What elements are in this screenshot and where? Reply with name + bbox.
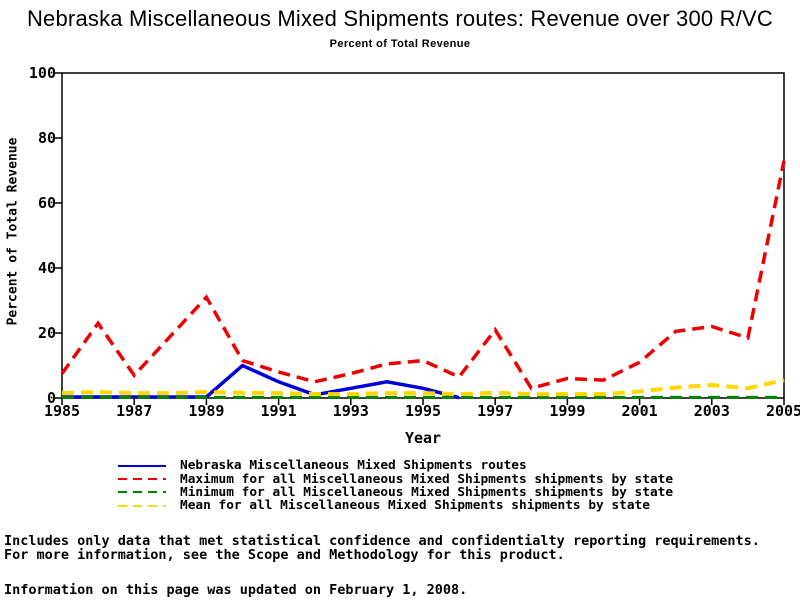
y-axis-tick-label: 60 xyxy=(37,194,56,212)
x-axis-tick-label: 1993 xyxy=(332,402,369,420)
page-title: Nebraska Miscellaneous Mixed Shipments r… xyxy=(26,6,774,31)
legend-swatch-nebraska-line xyxy=(118,464,166,467)
y-axis-tick-label: 20 xyxy=(37,324,56,342)
x-axis-tick-label: 1987 xyxy=(116,402,153,420)
y-axis-tick-label: 40 xyxy=(37,259,56,277)
legend-item-minimum: Minimum for all Miscellaneous Mixed Ship… xyxy=(118,486,673,499)
legend-item-maximum: Maximum for all Miscellaneous Mixed Ship… xyxy=(118,471,674,487)
footnote-block: Includes only data that met statistical … xyxy=(4,533,800,563)
x-axis-title: Year xyxy=(404,429,442,447)
x-axis-tick-label: 2005 xyxy=(765,402,800,420)
legend-label-nebraska: Nebraska Miscellaneous Mixed Shipments r… xyxy=(180,458,527,474)
y-axis-title: Percent of Total Revenue xyxy=(5,137,21,326)
y-axis-tick-label: 0 xyxy=(46,389,56,407)
chart-subtitle: Percent of Total Revenue xyxy=(329,38,471,50)
plot-frame xyxy=(61,72,785,399)
x-axis-tick-label: 2001 xyxy=(621,402,658,420)
x-axis-tick-label: 1995 xyxy=(404,402,442,420)
legend-label-maximum: Maximum for all Miscellaneous Mixed Ship… xyxy=(180,471,674,487)
legend-swatch-mean-line xyxy=(118,504,166,507)
footnote-line-1: Includes only data that met statistical … xyxy=(4,533,760,549)
legend-swatch-minimum-line xyxy=(118,491,166,494)
legend-item-mean: Mean for all Miscellaneous Mixed Shipmen… xyxy=(118,499,673,512)
update-note: Information on this page was updated on … xyxy=(4,582,468,598)
y-axis-tick-label: 80 xyxy=(37,129,56,147)
legend-item-nebraska: Nebraska Miscellaneous Mixed Shipments r… xyxy=(118,459,673,472)
legend-swatch-maximum-line xyxy=(118,478,166,481)
series-line-mean xyxy=(61,378,785,397)
x-axis-tick-label: 1999 xyxy=(549,402,586,420)
legend-label-minimum: Minimum for all Miscellaneous Mixed Ship… xyxy=(180,484,674,500)
plot-area xyxy=(55,72,786,405)
x-axis-tick-label: 1997 xyxy=(477,402,514,420)
x-axis-tick-label: 1985 xyxy=(43,402,81,420)
footnote-line-2: For more information, see the Scope and … xyxy=(4,546,565,563)
x-axis-tick-label: 1989 xyxy=(188,402,225,420)
y-axis-tick-label: 100 xyxy=(28,64,56,82)
x-axis-tick-label: 2003 xyxy=(693,402,730,420)
x-axis-tick-label: 1991 xyxy=(260,402,297,420)
legend-label-mean: Mean for all Miscellaneous Mixed Shipmen… xyxy=(180,498,650,514)
series-line-maximum xyxy=(60,160,786,391)
legend: Nebraska Miscellaneous Mixed Shipments r… xyxy=(118,459,673,513)
